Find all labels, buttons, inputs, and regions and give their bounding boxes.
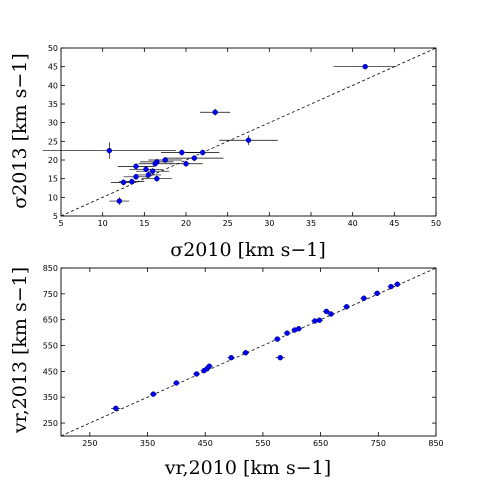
vr-y-tick-label: 250 xyxy=(43,419,58,428)
sigma-data-point xyxy=(179,149,185,156)
sigma-data-point xyxy=(116,198,123,204)
sigma-x-tick-label: 10 xyxy=(98,219,108,228)
vr-data-point xyxy=(193,371,200,377)
vr-y-tick-label: 450 xyxy=(43,367,58,376)
vr-data-point xyxy=(316,317,323,323)
sigma-y-tick-label: 45 xyxy=(48,63,58,72)
sigma-data-point xyxy=(129,178,135,185)
sigma-x-tick-label: 15 xyxy=(139,219,149,228)
vr-data-point xyxy=(228,354,234,361)
vr-data-point xyxy=(328,311,334,317)
vr-x-axis-label: vr,2010 [km s−1] xyxy=(164,457,331,479)
sigma-x-tick-label: 35 xyxy=(306,219,316,228)
sigma-y-tick-label: 15 xyxy=(48,175,58,184)
vr-x-tick-label: 450 xyxy=(198,439,213,448)
sigma-data-point xyxy=(133,163,139,170)
vr-y-axis-label: vr,2013 [km s−1] xyxy=(9,267,31,434)
sigma-data-point xyxy=(183,161,189,167)
vr-x-tick-label: 750 xyxy=(371,439,386,448)
sigma-data-point xyxy=(106,147,113,154)
sigma-y-tick-label: 5 xyxy=(53,212,58,221)
sigma-data-point xyxy=(162,157,168,163)
sigma-data-point xyxy=(199,149,206,156)
sigma-x-tick-label: 5 xyxy=(58,219,63,228)
vr-one-to-one-line xyxy=(60,267,437,437)
sigma-x-tick-label: 25 xyxy=(223,219,233,228)
vr-data-point xyxy=(361,295,367,301)
vr-y-tick-label: 650 xyxy=(43,316,58,325)
sigma-data-point xyxy=(362,63,368,70)
vr-data-point xyxy=(242,350,249,356)
sigma-data-point xyxy=(133,174,139,180)
vr-data-point xyxy=(323,308,330,315)
sigma-y-tick-label: 40 xyxy=(48,81,58,90)
sigma-data-point xyxy=(145,172,152,178)
sigma-data-point xyxy=(212,109,218,115)
sigma-data-point xyxy=(149,168,156,174)
vr-y-tick-label: 550 xyxy=(43,342,58,351)
vr-axes-frame xyxy=(60,267,437,437)
vr-x-tick-label: 350 xyxy=(140,439,155,448)
sigma-data-point xyxy=(154,175,160,182)
vr-data-point xyxy=(113,405,119,412)
vr-x-tick-label: 250 xyxy=(82,439,97,448)
sigma-one-to-one-line xyxy=(60,47,437,217)
sigma-y-tick-label: 30 xyxy=(48,119,58,128)
vr-data-point xyxy=(388,283,394,290)
sigma-x-tick-label: 50 xyxy=(431,219,441,228)
sigma-data-point xyxy=(191,155,198,161)
vr-x-tick-label: 550 xyxy=(255,439,270,448)
vr-y-tick-label: 750 xyxy=(43,290,58,299)
sigma-y-tick-label: 50 xyxy=(48,44,58,53)
sigma-data-point xyxy=(152,161,158,167)
vr-data-point xyxy=(284,330,290,336)
sigma-x-tick-label: 20 xyxy=(181,219,191,228)
vr-data-point xyxy=(277,354,283,361)
vr-y-tick-label: 850 xyxy=(43,264,58,273)
sigma-y-tick-label: 20 xyxy=(48,156,58,165)
vr-data-point xyxy=(394,281,401,287)
vr-y-tick-label: 350 xyxy=(43,393,58,402)
sigma-data-point xyxy=(245,137,252,143)
vr-data-point xyxy=(374,290,380,297)
sigma-y-tick-label: 35 xyxy=(48,100,58,109)
vr-x-tick-label: 850 xyxy=(428,439,443,448)
vr-x-tick-label: 650 xyxy=(313,439,328,448)
vr-data-point xyxy=(343,304,350,310)
sigma-axes-frame xyxy=(60,47,437,217)
sigma-x-tick-label: 45 xyxy=(389,219,399,228)
sigma-comparison-panel: 5 10 15 20 25 30 35 40 45 50 5 10 15 20 25 30 35 40 45 50 xyxy=(42,44,441,228)
sigma-y-axis-label: σ2013 [km s−1] xyxy=(9,53,31,209)
sigma-y-tick-label: 10 xyxy=(48,193,58,202)
sigma-x-tick-label: 30 xyxy=(264,219,274,228)
sigma-data-point xyxy=(120,179,127,186)
radial-velocity-comparison-panel: 250 350 450 550 650 750 850 250 350 450 550 650 750 8… xyxy=(43,264,444,448)
sigma-data-point xyxy=(143,166,149,173)
vr-data-point xyxy=(150,391,157,397)
sigma-x-axis-label: σ2010 [km s−1] xyxy=(170,239,326,261)
vr-data-point xyxy=(312,318,318,324)
sigma-y-tick-label: 25 xyxy=(48,137,58,146)
vr-data-point xyxy=(206,363,212,369)
sigma-x-tick-label: 40 xyxy=(348,219,358,228)
vr-data-point xyxy=(173,380,180,386)
vr-data-point xyxy=(295,326,302,332)
vr-data-point xyxy=(274,336,281,342)
